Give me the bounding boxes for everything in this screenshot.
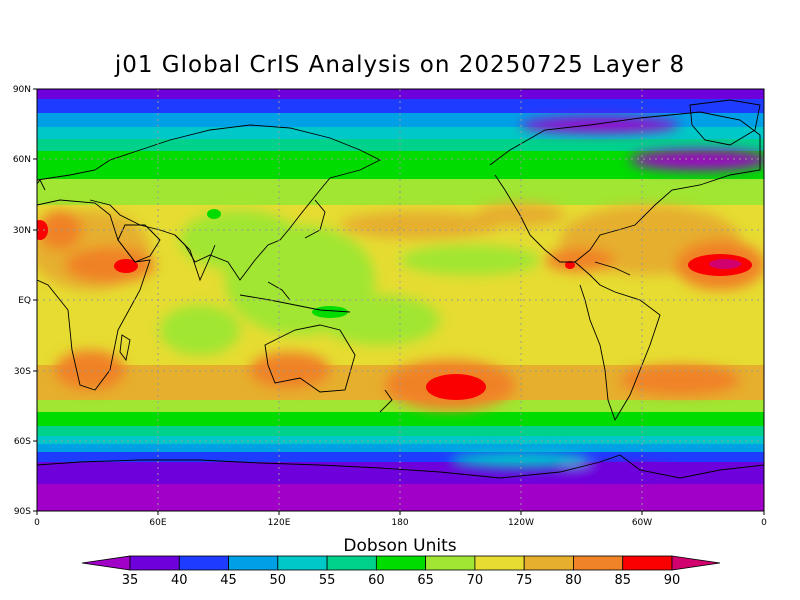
colorbar-label: 85 — [614, 573, 631, 588]
colorbar-swatch — [425, 555, 476, 571]
map-title: j01 Global CrIS Analysis on 20250725 Lay… — [114, 52, 686, 78]
colorbar-swatch — [178, 555, 229, 571]
colorbar-label: 50 — [270, 573, 287, 588]
lon-tick: 120E — [268, 518, 291, 528]
colorbar-under-arrow — [81, 555, 131, 571]
colorbar-label: 45 — [220, 573, 237, 588]
lon-tick: 60W — [632, 518, 652, 528]
colorbar-title: Dobson Units — [343, 536, 457, 556]
colorbar-swatch — [129, 555, 180, 571]
colorbar-label: 75 — [516, 573, 533, 588]
colorbar-swatch — [573, 555, 624, 571]
colorbar-label: 80 — [565, 573, 582, 588]
gridlines — [37, 89, 764, 511]
coastlines — [37, 99, 764, 479]
colorbar-label: 55 — [319, 573, 336, 588]
colorbar-label: 40 — [171, 573, 188, 588]
colorbar-swatch — [375, 555, 427, 571]
colorbar: 35 40 45 50 55 60 65 70 75 80 85 90 — [81, 555, 721, 588]
lat-tick: 30S — [14, 367, 31, 377]
lon-tick: 60E — [149, 518, 166, 528]
colorbar-swatch — [474, 555, 525, 571]
colorbar-swatch — [622, 555, 673, 571]
lat-tick: 90N — [13, 85, 31, 95]
lon-tick: 0 — [34, 518, 40, 528]
lon-tick: 180 — [391, 518, 408, 528]
colorbar-swatch — [277, 555, 328, 571]
lat-tick: 60S — [14, 437, 31, 447]
lat-tick: EQ — [18, 296, 31, 306]
colorbar-swatch — [523, 555, 574, 571]
colorbar-label: 70 — [467, 573, 484, 588]
lon-tick: 0 — [761, 518, 767, 528]
lat-tick: 30N — [13, 226, 31, 236]
lat-tick: 90S — [14, 507, 31, 517]
colorbar-over-arrow — [671, 555, 721, 571]
colorbar-swatch — [228, 555, 279, 571]
colorbar-swatch — [326, 555, 377, 571]
colorbar-label: 65 — [417, 573, 434, 588]
lat-tick: 60N — [13, 155, 31, 165]
colorbar-label: 60 — [368, 573, 385, 588]
colorbar-label: 35 — [122, 573, 139, 588]
lon-tick: 120W — [508, 518, 534, 528]
colorbar-label: 90 — [664, 573, 681, 588]
